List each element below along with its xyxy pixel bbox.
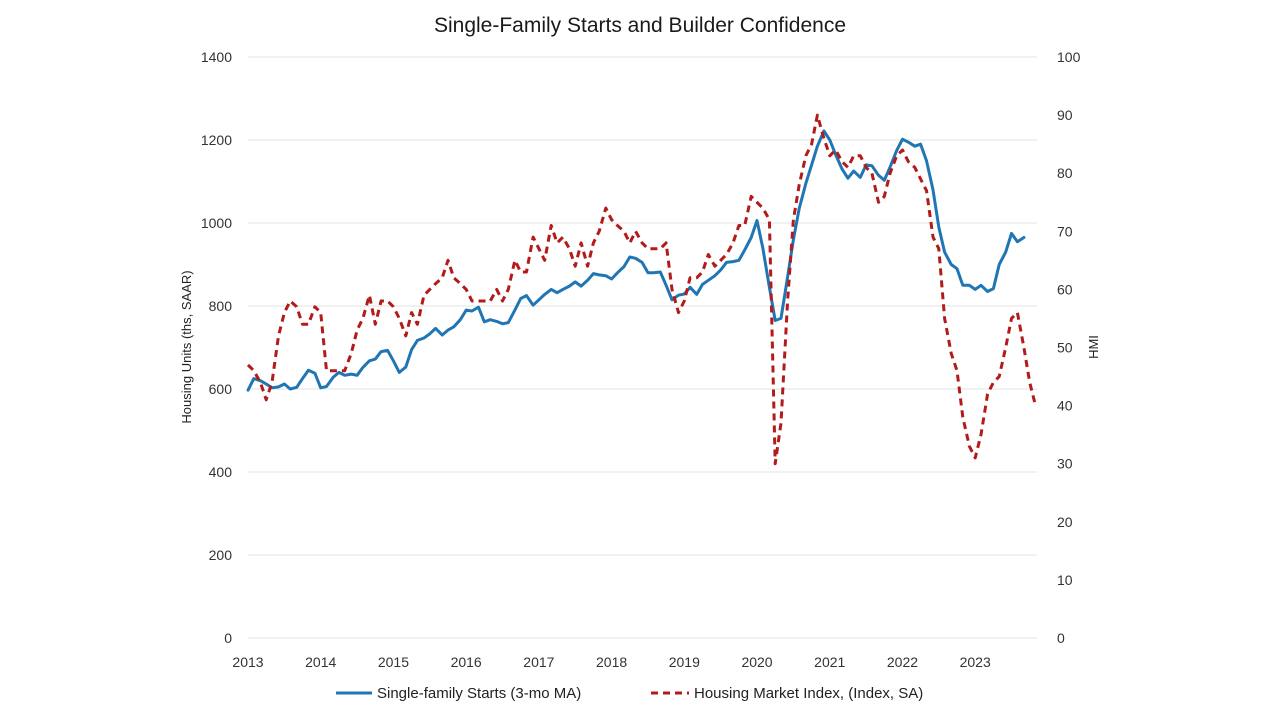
y-tick-label: 200 (209, 547, 233, 563)
x-tick-label: 2017 (523, 654, 554, 670)
y2-tick-label: 70 (1057, 223, 1073, 239)
x-tick-label: 2015 (378, 654, 409, 670)
y-axis-label: Housing Units (ths, SAAR) (179, 270, 194, 423)
chart-title: Single-Family Starts and Builder Confide… (434, 14, 846, 37)
y-tick-label: 0 (224, 630, 232, 646)
hmi-series-line (246, 113, 1037, 466)
y2-tick-label: 100 (1057, 49, 1081, 65)
y-tick-label: 400 (209, 464, 233, 480)
y2-tick-label: 20 (1057, 514, 1073, 530)
legend: Single-family Starts (3-mo MA) Housing M… (336, 685, 923, 702)
y-tick-label: 1200 (201, 132, 232, 148)
y2-tick-label: 80 (1057, 165, 1073, 181)
legend-hmi-label: Housing Market Index, (Index, SA) (694, 685, 923, 702)
y-tick-label: 600 (209, 381, 233, 397)
x-tick-label: 2021 (814, 654, 845, 670)
series-layer (246, 113, 1037, 466)
gridlines (248, 56, 1037, 639)
starts-series-line (246, 129, 1026, 392)
x-tick-label: 2014 (305, 654, 336, 670)
x-tick-label: 2013 (232, 654, 263, 670)
y2-tick-label: 60 (1057, 281, 1073, 297)
y2-tick-label: 30 (1057, 456, 1073, 472)
y-tick-label: 800 (209, 298, 233, 314)
y2-axis-label: HMI (1086, 335, 1101, 359)
legend-starts-label: Single-family Starts (3-mo MA) (377, 685, 581, 702)
x-tick-label: 2019 (669, 654, 700, 670)
y2-tick-label: 10 (1057, 572, 1073, 588)
tick-labels: 0 200 400 600 800 1000 1200 1400 0 10 20 30 40 50 60 70… (201, 49, 1081, 670)
y2-tick-label: 90 (1057, 107, 1073, 123)
x-tick-label: 2018 (596, 654, 627, 670)
y-tick-label: 1000 (201, 215, 232, 231)
x-tick-label: 2020 (741, 654, 772, 670)
y2-tick-label: 50 (1057, 340, 1073, 356)
x-tick-label: 2022 (887, 654, 918, 670)
x-tick-label: 2016 (451, 654, 482, 670)
y2-tick-label: 40 (1057, 398, 1073, 414)
x-tick-label: 2023 (960, 654, 991, 670)
y2-tick-label: 0 (1057, 630, 1065, 646)
y-tick-label: 1400 (201, 49, 232, 65)
